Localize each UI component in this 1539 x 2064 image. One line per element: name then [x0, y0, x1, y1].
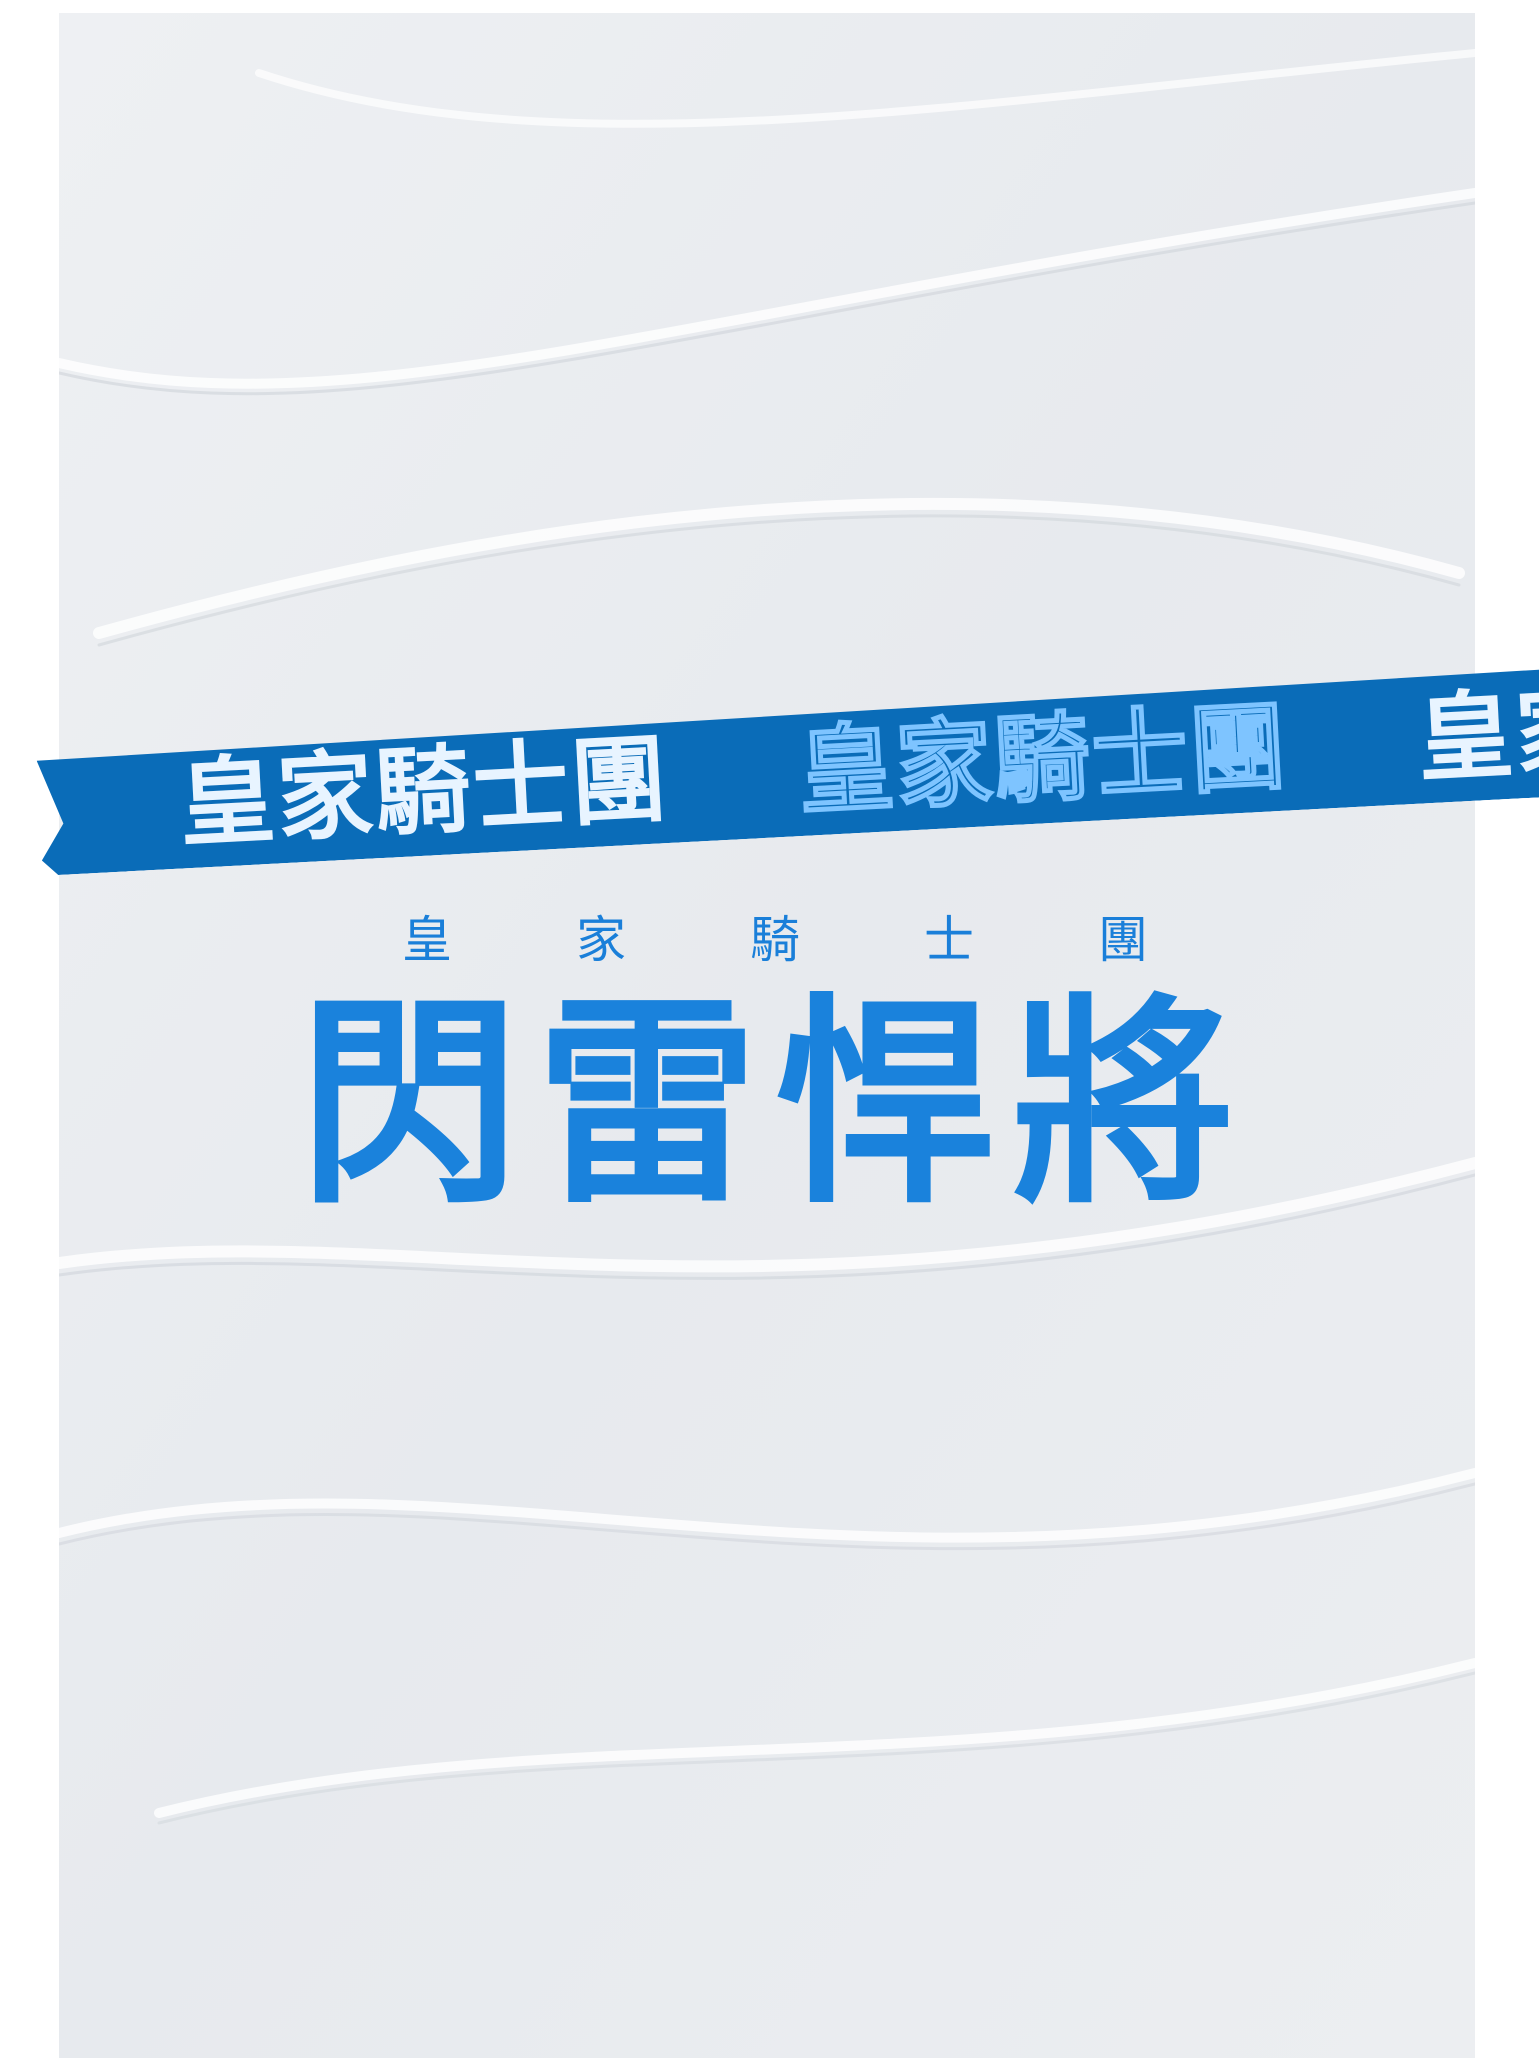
tape-label: 皇家騎士團	[176, 723, 672, 861]
tape-label-outline: 皇家騎士團	[795, 690, 1291, 829]
poster-paper	[59, 13, 1475, 2058]
tape-label: 皇家騎士團	[1414, 666, 1539, 796]
subtitle: 皇家騎士團	[402, 911, 1272, 969]
title: 閃雷悍將	[298, 976, 1250, 1234]
